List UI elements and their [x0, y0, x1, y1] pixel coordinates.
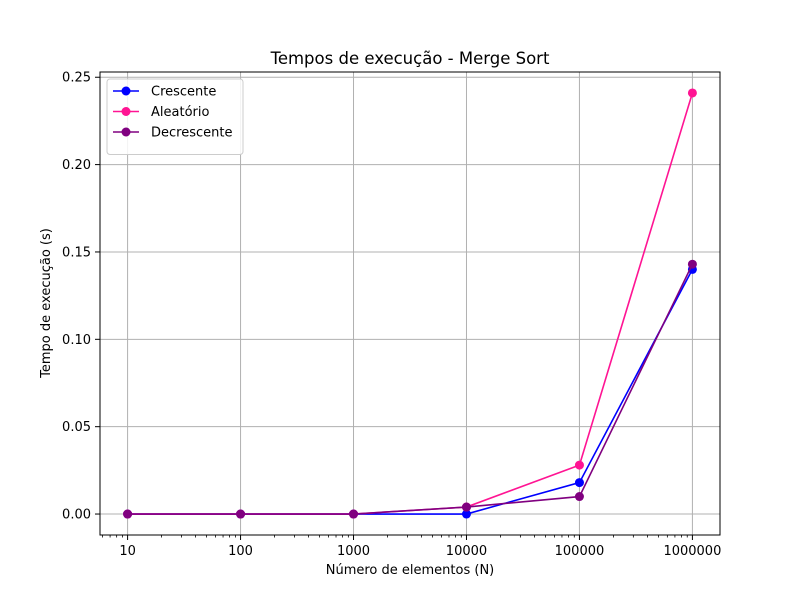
y-tick-label: 0.25 [62, 71, 91, 86]
legend-box [106, 78, 244, 155]
data-point-decrescente [236, 509, 246, 519]
legend-swatch-marker [121, 107, 131, 116]
series-group [123, 88, 697, 519]
data-point-decrescente [349, 509, 359, 519]
series-line-aleatorio [127, 92, 694, 515]
legend-entry-label: Crescente [151, 85, 216, 100]
data-point-decrescente [574, 492, 584, 502]
legend-swatch-marker [121, 86, 131, 96]
x-tick-label: 10 [119, 544, 136, 559]
x-tick-label: 100000 [555, 544, 605, 559]
y-axis-label: Tempo de execução (s) [39, 228, 54, 379]
y-tick-label: 0.20 [62, 158, 91, 173]
chart-title: Tempos de execução - Merge Sort [270, 49, 550, 68]
x-tick-label: 100 [228, 544, 253, 559]
y-tick-label: 0.05 [62, 420, 91, 435]
legend-swatch-marker [121, 127, 131, 137]
x-axis-label: Número de elementos (N) [326, 563, 495, 578]
x-tick-label: 1000000 [663, 544, 721, 559]
plot-area-frame [99, 71, 721, 536]
legend-entry-label: Aleatório [151, 105, 209, 120]
data-point-decrescente [461, 502, 471, 512]
y-tick-label: 0.15 [62, 245, 91, 260]
legend: Crescente Aleatório Decrescente [106, 78, 244, 155]
data-point-crescente [461, 509, 471, 519]
legend-entry-label: Decrescente [151, 126, 232, 141]
data-point-decrescente [687, 259, 697, 269]
data-point-decrescente [123, 509, 133, 519]
axes: 10 100 1000 10000 100000 1000000 0.00 0.05 0.10 0… [62, 71, 721, 559]
y-tick-label: 0.00 [62, 508, 91, 523]
y-tick-label: 0.10 [62, 333, 91, 348]
data-point-aleatorio [574, 460, 584, 470]
data-point-aleatorio [687, 88, 697, 98]
series-line-decrescente [127, 263, 694, 515]
series-line-crescente [127, 269, 694, 515]
x-tick-label: 1000 [337, 544, 370, 559]
x-tick-label: 10000 [446, 544, 487, 559]
data-point-crescente [574, 478, 584, 488]
